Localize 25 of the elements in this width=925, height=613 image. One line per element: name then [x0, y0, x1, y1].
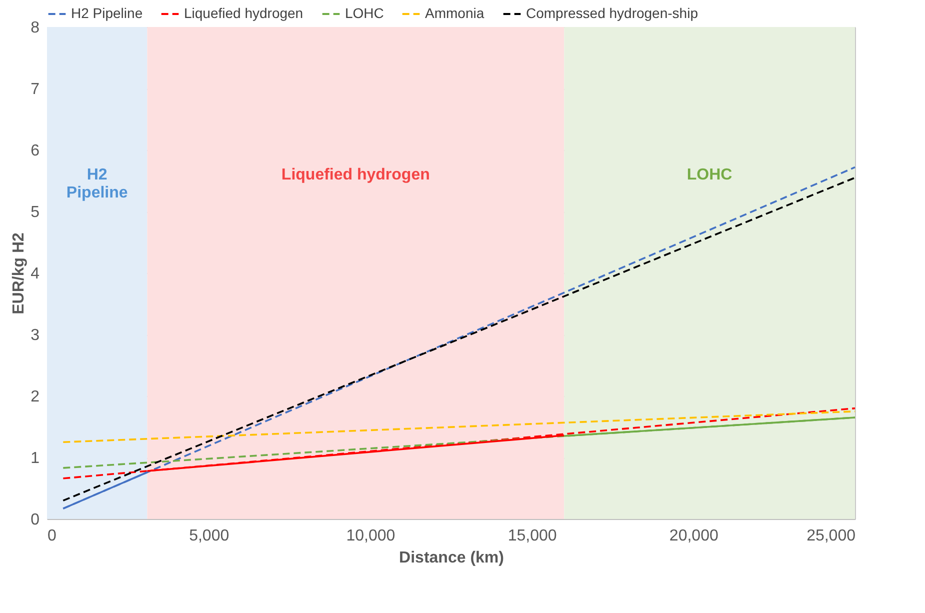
- x-tick-label: 10,000: [346, 528, 396, 544]
- x-tick-label: 20,000: [669, 528, 718, 544]
- y-tick-label: 0: [30, 512, 40, 528]
- legend-label: Compressed hydrogen-ship: [526, 5, 698, 21]
- x-tick-label: 5,000: [189, 528, 230, 544]
- y-tick-label: 7: [30, 81, 40, 98]
- y-tick-label: 6: [30, 142, 40, 160]
- y-tick-label: 1: [30, 450, 40, 467]
- y-axis-title: EUR/kg H2: [10, 232, 28, 314]
- y-tick-label: 3: [30, 327, 40, 344]
- x-tick-label: 25,000: [806, 528, 856, 544]
- legend-label: LOHC: [345, 5, 384, 21]
- legend-label: H2 Pipeline: [71, 5, 143, 21]
- x-tick-label: 0: [48, 528, 56, 544]
- band-label: H2 Pipeline: [66, 166, 128, 202]
- legend-label: Ammonia: [425, 5, 484, 21]
- y-tick-label: 4: [30, 266, 40, 282]
- y-tick-label: 8: [30, 20, 40, 36]
- band-label: LOHC: [686, 166, 733, 184]
- legend-label: Liquefied hydrogen: [184, 5, 304, 21]
- band-label: Liquefied hydrogen: [281, 166, 430, 184]
- y-tick-label: 2: [30, 388, 40, 406]
- x-axis-title: Distance (km): [399, 550, 504, 566]
- x-tick-label: 15,000: [508, 528, 557, 544]
- y-tick-label: 5: [30, 204, 40, 221]
